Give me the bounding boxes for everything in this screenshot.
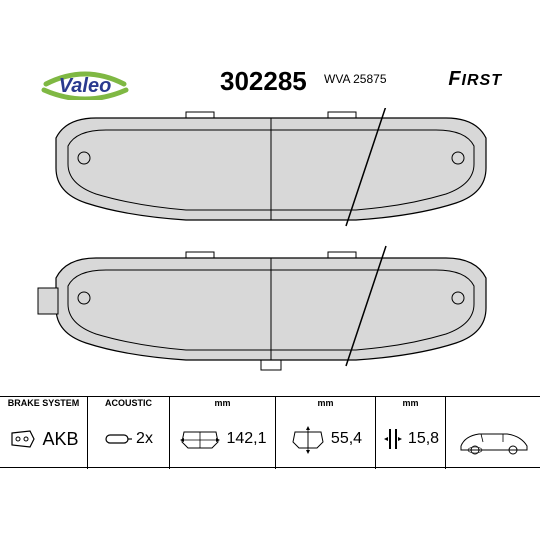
spec-height: mm 55,4 — [276, 397, 376, 469]
part-number: 302285 — [220, 66, 307, 97]
spec-width: mm 142,1 — [170, 397, 276, 469]
acoustic-icon — [104, 430, 132, 448]
header: Valeo 302285 WVA 25875 FIRST — [0, 62, 540, 102]
thickness-icon — [382, 425, 404, 453]
bottom-brake-pad — [38, 246, 486, 370]
top-brake-pad — [56, 108, 486, 226]
car-icon — [453, 422, 533, 456]
caliper-icon — [8, 427, 38, 451]
spec-table: BRAKE SYSTEM AKB ACOUSTIC 2x mm — [0, 396, 540, 468]
width-icon — [178, 424, 222, 454]
spec-vehicle — [446, 397, 540, 469]
spec-brake-system: BRAKE SYSTEM AKB — [0, 397, 88, 469]
svg-text:Valeo: Valeo — [59, 75, 112, 97]
valeo-logo: Valeo — [40, 62, 130, 105]
wva-code: WVA 25875 — [324, 72, 387, 86]
spec-thickness: mm 15,8 — [376, 397, 446, 469]
first-logo: FIRST — [448, 68, 502, 91]
height-icon — [289, 422, 327, 456]
technical-drawing — [36, 108, 506, 378]
product-card: Valeo 302285 WVA 25875 FIRST — [0, 0, 540, 540]
spec-acoustic: ACOUSTIC 2x — [88, 397, 170, 469]
